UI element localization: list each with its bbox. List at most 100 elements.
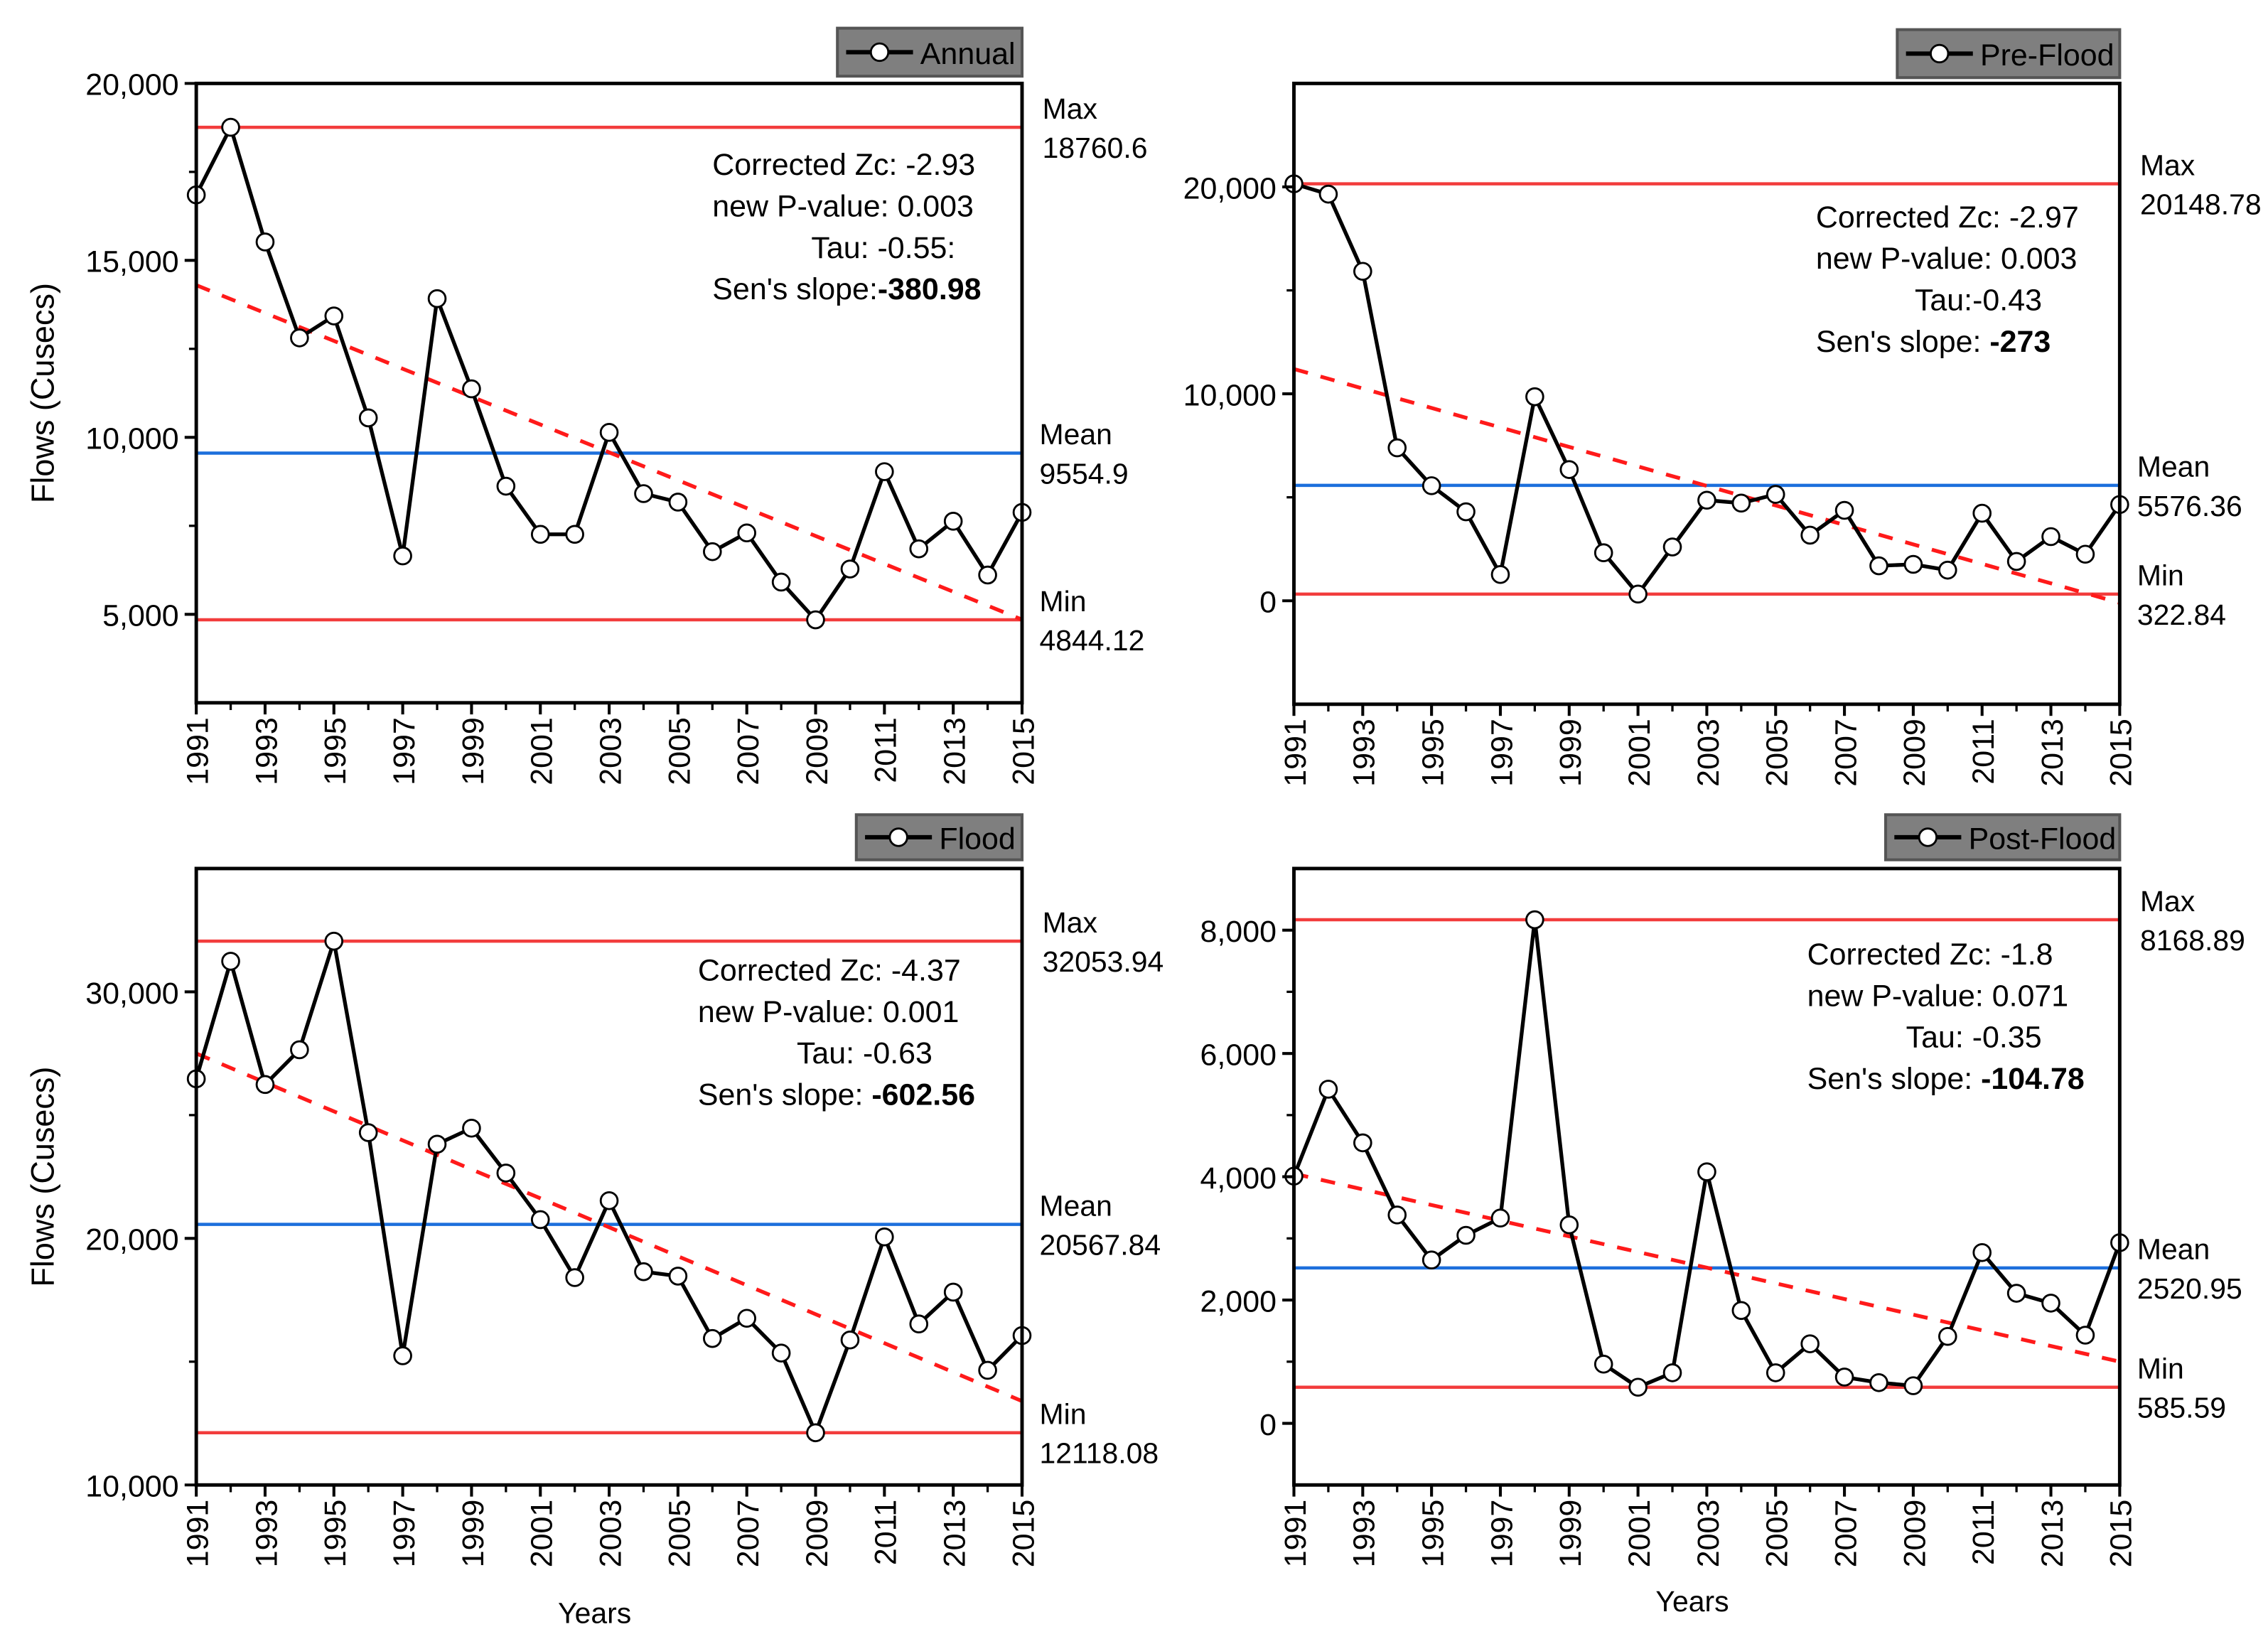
- data-point-1999: [1559, 1215, 1579, 1235]
- stat-label: new P-value: 0.071: [1807, 979, 2069, 1013]
- data-point-2010: [840, 559, 860, 579]
- data-point-1997: [393, 546, 412, 566]
- data-point-1995: [324, 931, 344, 951]
- y-tick-label: 30,000: [85, 977, 178, 1011]
- x-tick-label: 2013: [2036, 719, 2070, 787]
- data-point-2012: [2006, 552, 2026, 571]
- data-point-2010: [840, 1330, 860, 1350]
- x-tick-label: 2007: [731, 1500, 765, 1568]
- data-point-2002: [1662, 1363, 1682, 1382]
- data-point-1994: [290, 328, 309, 348]
- x-tick-label: 2005: [1761, 719, 1795, 787]
- y-axis-label: Flows (Cusecs): [25, 1067, 61, 1287]
- data-point-2000: [496, 1164, 516, 1183]
- y-tick-label: 5,000: [102, 599, 178, 633]
- data-point-1995: [1421, 1250, 1441, 1269]
- x-tick-label: 2011: [1967, 1500, 2001, 1565]
- x-tick-label: 1991: [1279, 1500, 1313, 1568]
- stat-label: Corrected Zc: -2.93: [712, 148, 975, 182]
- data-point-2004: [1731, 1301, 1751, 1321]
- data-point-2004: [634, 1262, 653, 1282]
- chart-panel-flood: Max 32053.94 Mean 20567.84 Min 12118.08 10,000…: [25, 813, 1164, 1630]
- sens-slope-trend-line: [1293, 367, 2121, 605]
- min-label: Min: [2137, 1352, 2184, 1385]
- x-tick-label: 2007: [731, 717, 765, 785]
- data-point-2008: [771, 572, 791, 592]
- stat-line: Corrected Zc: -1.8: [1807, 937, 2053, 972]
- data-point-1998: [427, 289, 447, 308]
- y-tick-label: 20,000: [85, 1223, 178, 1257]
- x-tick-label: 1993: [249, 1500, 284, 1568]
- data-point-2003: [1697, 1162, 1716, 1181]
- x-tick-label: 1999: [1554, 1500, 1588, 1568]
- data-point-1994: [1387, 438, 1407, 458]
- stat-label: new P-value: 0.003: [712, 190, 974, 224]
- y-tick-label: 10,000: [85, 422, 178, 456]
- stat-line: new P-value: 0.003: [712, 190, 974, 224]
- data-point-1993: [1353, 1133, 1372, 1153]
- chart-panel-pre-flood: Max 20148.78 Mean 5576.36 Min 322.84 0 10,000 20…: [1183, 28, 2262, 787]
- chart-panel-post-flood: Max 8168.89 Mean 2520.95 Min 585.59 0 2,000 4,00…: [1200, 813, 2245, 1618]
- x-tick-label: 1991: [181, 717, 215, 785]
- x-tick-label: 2001: [1623, 719, 1657, 787]
- x-tick-label: 2011: [1967, 719, 2001, 784]
- chart-panel-annual: Max 18760.6 Mean 9554.9 Min 4844.12 5,000 10,00…: [25, 26, 1148, 785]
- data-point-1992: [1318, 1080, 1338, 1099]
- data-point-1998: [1525, 910, 1544, 930]
- x-tick-label: 2005: [1761, 1500, 1795, 1568]
- x-tick-label: 1997: [1485, 719, 1519, 787]
- data-point-2004: [1731, 493, 1751, 513]
- x-tick-label: 2011: [869, 717, 903, 783]
- x-tick-label: 1995: [318, 1500, 353, 1568]
- stat-label: Tau: -0.55:: [811, 231, 955, 265]
- plot-frame: [1292, 81, 2122, 707]
- data-point-1994: [290, 1040, 309, 1060]
- data-point-2006: [1800, 1334, 1820, 1353]
- legend-marker-icon: [869, 42, 890, 63]
- data-point-1992: [221, 952, 240, 971]
- x-tick-label: 2001: [525, 1500, 559, 1568]
- data-point-1993: [255, 232, 275, 252]
- data-point-1999: [462, 1118, 481, 1138]
- data-point-2014: [978, 565, 997, 585]
- data-point-1993: [1353, 262, 1372, 281]
- data-point-2011: [1972, 1242, 1992, 1262]
- x-tick-label: 2009: [1898, 1500, 1932, 1568]
- x-tick-label: 2003: [593, 1500, 628, 1568]
- stat-label: Sen's slope:: [712, 272, 878, 306]
- data-point-2002: [565, 525, 584, 544]
- stat-line: Tau: -0.35: [1906, 1021, 2042, 1055]
- data-point-1998: [1525, 387, 1544, 407]
- stat-line: Sen's slope: -602.56: [698, 1078, 975, 1112]
- stat-value: -104.78: [1981, 1062, 2085, 1096]
- max-label: Max: [2140, 149, 2196, 181]
- data-point-2013: [2041, 1294, 2060, 1313]
- data-point-2008: [771, 1343, 791, 1363]
- x-tick-label: 2003: [1692, 719, 1726, 787]
- x-tick-label: 1999: [1554, 719, 1588, 787]
- x-tick-label: 1995: [1417, 1500, 1451, 1568]
- data-point-1999: [1559, 460, 1579, 479]
- stat-value: -380.98: [878, 272, 982, 306]
- x-axis-label: Years: [1655, 1585, 1729, 1618]
- data-point-2009: [1903, 554, 1923, 574]
- data-point-2014: [2075, 544, 2095, 564]
- y-tick-label: 10,000: [1183, 378, 1277, 412]
- data-point-1996: [358, 408, 378, 428]
- data-point-2006: [1800, 525, 1820, 545]
- y-tick-label: 15,000: [85, 245, 178, 279]
- mean-value: 20567.84: [1040, 1229, 1161, 1262]
- stat-value: -602.56: [871, 1078, 975, 1112]
- max-value: 32053.94: [1043, 945, 1164, 978]
- stat-line: Corrected Zc: -2.97: [1816, 200, 2079, 235]
- data-point-2014: [978, 1360, 997, 1380]
- x-tick-label: 2001: [1623, 1500, 1657, 1568]
- data-point-1993: [255, 1075, 275, 1095]
- data-point-2012: [2006, 1284, 2026, 1303]
- data-point-2007: [1834, 1368, 1854, 1387]
- x-tick-label: 2009: [1898, 719, 1932, 787]
- stat-label: Sen's slope:: [1807, 1062, 1982, 1096]
- stat-label: Tau: -0.63: [797, 1036, 933, 1070]
- x-tick-label: 2007: [1829, 719, 1863, 787]
- x-tick-label: 2001: [525, 717, 559, 785]
